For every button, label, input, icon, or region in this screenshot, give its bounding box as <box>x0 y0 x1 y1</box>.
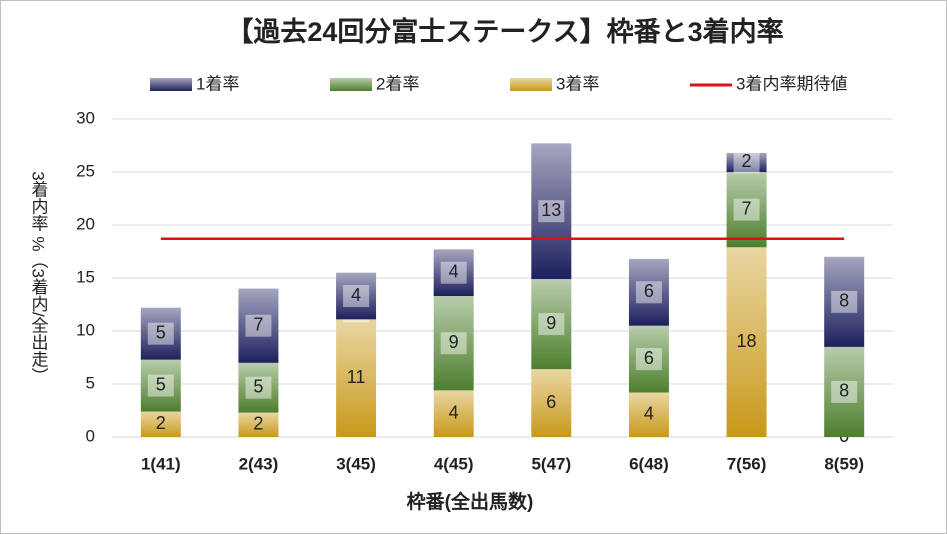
bar-segment <box>824 256 865 347</box>
data-label-box <box>538 200 565 223</box>
data-label: 8 <box>839 381 849 401</box>
data-label-box <box>538 313 565 336</box>
data-label-box <box>245 376 272 399</box>
bar-segment <box>238 362 279 413</box>
y-tick-label: 10 <box>76 320 95 339</box>
data-label-box <box>245 314 272 337</box>
data-label: 9 <box>449 332 459 352</box>
legend-label: 1着率 <box>196 74 239 93</box>
data-label: 7 <box>253 314 263 334</box>
y-tick-label: 25 <box>76 161 95 180</box>
data-label-box <box>831 380 858 403</box>
legend-label: 2着率 <box>376 74 419 93</box>
legend-swatch <box>510 78 552 91</box>
data-label: 6 <box>644 281 654 301</box>
data-label: 4 <box>449 261 459 281</box>
legend-label: 3着内率期待値 <box>736 74 847 93</box>
x-axis-title: 枠番(全出馬数) <box>407 490 534 513</box>
data-label: 2 <box>156 413 166 433</box>
data-label: 11 <box>347 367 366 387</box>
bar-segment <box>824 346 865 437</box>
data-label-box <box>147 322 174 345</box>
bar-segment <box>140 359 181 412</box>
data-label: 4 <box>644 403 654 423</box>
legend-swatch <box>330 78 372 91</box>
bar-segment <box>531 369 572 437</box>
data-label-box <box>733 151 760 174</box>
bar-segment <box>628 392 669 437</box>
data-label: 4 <box>351 285 361 305</box>
data-label: 4 <box>449 402 459 422</box>
x-tick-label: 1(41) <box>141 454 181 473</box>
bar-segment <box>336 272 377 320</box>
y-axis-title: 3着内率 %（3着内/全出走） <box>29 171 49 384</box>
data-label-box <box>440 261 467 284</box>
bar-segment <box>433 390 474 437</box>
data-label: 7 <box>742 198 752 218</box>
y-tick-label: 20 <box>76 214 95 233</box>
x-tick-label: 6(48) <box>629 454 669 473</box>
data-label-box <box>733 198 760 221</box>
data-label: 5 <box>156 374 166 394</box>
data-label: 8 <box>839 291 849 311</box>
bar-segment <box>531 279 572 370</box>
data-label-box <box>343 285 370 308</box>
bar-segment <box>433 296 474 391</box>
bar-segment <box>726 172 767 248</box>
x-tick-label: 3(45) <box>336 454 376 473</box>
data-label: 5 <box>156 322 166 342</box>
y-tick-label: 30 <box>76 108 95 127</box>
data-label: 2 <box>253 414 263 434</box>
x-tick-label: 5(47) <box>531 454 571 473</box>
bar-segment <box>140 307 181 360</box>
legend-swatch <box>150 78 192 91</box>
data-label-box <box>635 281 662 304</box>
bar-segment <box>726 152 767 172</box>
y-tick-label: 15 <box>76 267 95 286</box>
data-label-box <box>440 332 467 355</box>
data-label: 6 <box>546 392 556 412</box>
data-label: 6 <box>644 348 654 368</box>
chart-title: 【過去24回分富士ステークス】枠番と3着内率 <box>226 16 783 47</box>
y-tick-label: 0 <box>86 426 95 445</box>
x-tick-label: 4(45) <box>434 454 474 473</box>
bar-segment <box>140 411 181 437</box>
bar-segment <box>336 319 377 437</box>
data-label: 9 <box>546 313 556 333</box>
x-tick-label: 8(59) <box>824 454 864 473</box>
data-label-box <box>831 290 858 313</box>
data-label: 5 <box>253 376 263 396</box>
data-label: 2 <box>742 151 752 171</box>
bar-segment <box>238 288 279 363</box>
data-label-box <box>635 348 662 371</box>
bar-segment <box>726 247 767 437</box>
y-tick-label: 5 <box>86 373 95 392</box>
data-label: 18 <box>737 331 757 351</box>
bar-segment <box>628 258 669 326</box>
x-tick-label: 7(56) <box>727 454 767 473</box>
bar-segment <box>433 249 474 297</box>
legend-label: 3着率 <box>556 74 599 93</box>
x-tick-label: 2(43) <box>239 454 279 473</box>
bar-segment <box>628 325 669 393</box>
bar-segment <box>531 143 572 280</box>
data-label: 13 <box>541 200 561 220</box>
data-label-box <box>147 374 174 397</box>
bar-segment <box>238 412 279 437</box>
